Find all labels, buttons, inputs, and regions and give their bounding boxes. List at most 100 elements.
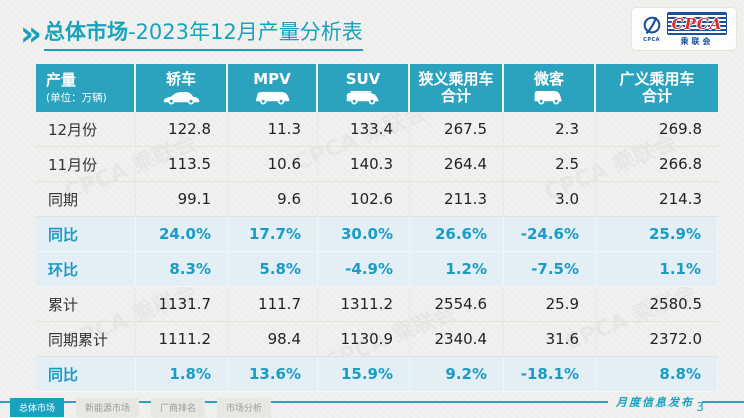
cell-value: 267.5 <box>410 112 504 147</box>
cell-value: 1.1% <box>596 252 718 287</box>
cpca-text: CPCA <box>671 14 723 33</box>
cpca-mini-label: CPCA <box>643 37 661 43</box>
cell-value: 1111.2 <box>136 322 228 357</box>
cell-value: 1311.2 <box>318 287 410 322</box>
tab-overall-market[interactable]: 总体市场 <box>10 398 65 417</box>
tab-oem-ranking[interactable]: 厂商排名 <box>151 398 206 417</box>
cell-value: 10.6 <box>228 147 318 182</box>
cell-value: 13.6% <box>228 357 318 392</box>
footer-rule: 月度信息发布 <box>0 394 744 410</box>
cell-value: 31.6 <box>504 322 596 357</box>
footer-tab-bar: 总体市场 新能源市场 厂商排名 市场分析 <box>10 398 272 417</box>
corner-unit: (单位：万辆) <box>46 91 107 104</box>
tab-market-analysis[interactable]: 市场分析 <box>217 398 272 417</box>
cell-value: 211.3 <box>410 182 504 217</box>
cell-value: 24.0% <box>136 217 228 252</box>
cell-value: 122.8 <box>136 112 228 147</box>
table-row-cumulative: 累计 1131.7 111.7 1311.2 2554.6 25.9 2580.… <box>36 287 718 322</box>
double-chevron-icon: » <box>20 13 42 54</box>
row-label: 同期累计 <box>36 322 136 357</box>
row-label: 同比 <box>36 217 136 252</box>
cpca-swoosh-icon: CPCA <box>641 15 663 43</box>
cell-value: -18.1% <box>504 357 596 392</box>
table-row-december: 12月份 122.8 11.3 133.4 267.5 2.3 269.8 <box>36 112 718 147</box>
row-label: 同期 <box>36 182 136 217</box>
cell-value: 98.4 <box>228 322 318 357</box>
cell-value: 26.6% <box>410 217 504 252</box>
corner-label: 产量 <box>46 71 77 90</box>
cell-value: 9.6 <box>228 182 318 217</box>
cell-value: 1130.9 <box>318 322 410 357</box>
footer-line-left <box>0 401 608 403</box>
column-header-suv: SUV <box>318 64 410 112</box>
cell-value: 17.7% <box>228 217 318 252</box>
cell-value: -24.6% <box>504 217 596 252</box>
cell-value: 264.4 <box>410 147 504 182</box>
cell-value: 113.5 <box>136 147 228 182</box>
title-bar: » 总体市场-2023年12月产量分析表 <box>20 16 363 51</box>
cpca-wordmark: CPCA 乘联会 <box>666 11 728 47</box>
cell-value: 102.6 <box>318 182 410 217</box>
cell-value: 99.1 <box>136 182 228 217</box>
cell-value: 25.9 <box>504 287 596 322</box>
cpca-assoc-label: 乘联会 <box>680 36 714 46</box>
cell-value: 214.3 <box>596 182 718 217</box>
column-header-narrow-total: 狭义乘用车 合计 <box>410 64 504 112</box>
cell-value: 9.2% <box>410 357 504 392</box>
page-title: 总体市场-2023年12月产量分析表 <box>43 16 363 51</box>
tab-nev-market[interactable]: 新能源市场 <box>76 398 140 417</box>
cell-value: 25.9% <box>596 217 718 252</box>
table-header-row: 产量 (单位：万辆) 轿车 MPV SUV <box>36 64 718 112</box>
cell-value: 2.5 <box>504 147 596 182</box>
page-title-rest: -2023年12月产量分析表 <box>127 20 363 44</box>
row-label: 同比 <box>36 357 136 392</box>
cpca-stripes: CPCA <box>666 11 728 35</box>
cell-value: -7.5% <box>504 252 596 287</box>
cell-value: 3.0 <box>504 182 596 217</box>
cell-value: 2.3 <box>504 112 596 147</box>
cell-value: 2372.0 <box>596 322 718 357</box>
cell-value: 111.7 <box>228 287 318 322</box>
table-row-same-period: 同期 99.1 9.6 102.6 211.3 3.0 214.3 <box>36 182 718 217</box>
column-header-mpv: MPV <box>228 64 318 112</box>
table-row-cumulative-same-period: 同期累计 1111.2 98.4 1130.9 2340.4 31.6 2372… <box>36 322 718 357</box>
sedan-icon <box>161 90 200 105</box>
cell-value: 2554.6 <box>410 287 504 322</box>
cpca-logo: CPCA CPCA 乘联会 <box>632 8 736 50</box>
suv-icon <box>343 90 382 105</box>
footer-label: 月度信息发布 <box>616 396 694 409</box>
column-header-broad-total: 广义乘用车 合计 <box>596 64 718 112</box>
cell-value: 1131.7 <box>136 287 228 322</box>
table-body: 12月份 122.8 11.3 133.4 267.5 2.3 269.8 11… <box>36 112 718 392</box>
cell-value: 266.8 <box>596 147 718 182</box>
row-label: 累计 <box>36 287 136 322</box>
cell-value: 1.8% <box>136 357 228 392</box>
cell-value: 269.8 <box>596 112 718 147</box>
table-row-cumulative-yoy: 同比 1.8% 13.6% 15.9% 9.2% -18.1% 8.8% <box>36 357 718 392</box>
cell-value: 2580.5 <box>596 287 718 322</box>
cell-value: 15.9% <box>318 357 410 392</box>
production-table: 产量 (单位：万辆) 轿车 MPV SUV <box>36 64 718 392</box>
cell-value: 5.8% <box>228 252 318 287</box>
cell-value: 1.2% <box>410 252 504 287</box>
mpv-icon <box>252 90 291 105</box>
cell-value: 8.3% <box>136 252 228 287</box>
footer-line-right <box>702 401 744 403</box>
cell-value: 133.4 <box>318 112 410 147</box>
page-number: 3 <box>696 400 704 414</box>
cell-value: -4.9% <box>318 252 410 287</box>
table-row-mom: 环比 8.3% 5.8% -4.9% 1.2% -7.5% 1.1% <box>36 252 718 287</box>
column-header-microvan: 微客 <box>504 64 596 112</box>
table-row-yoy: 同比 24.0% 17.7% 30.0% 26.6% -24.6% 25.9% <box>36 217 718 252</box>
cell-value: 11.3 <box>228 112 318 147</box>
microvan-icon <box>529 90 568 105</box>
row-label: 12月份 <box>36 112 136 147</box>
cell-value: 140.3 <box>318 147 410 182</box>
corner-header-cell: 产量 (单位：万辆) <box>36 64 136 112</box>
row-label: 环比 <box>36 252 136 287</box>
page-title-section: 总体市场 <box>43 20 128 44</box>
cell-value: 2340.4 <box>410 322 504 357</box>
cell-value: 8.8% <box>596 357 718 392</box>
cell-value: 30.0% <box>318 217 410 252</box>
